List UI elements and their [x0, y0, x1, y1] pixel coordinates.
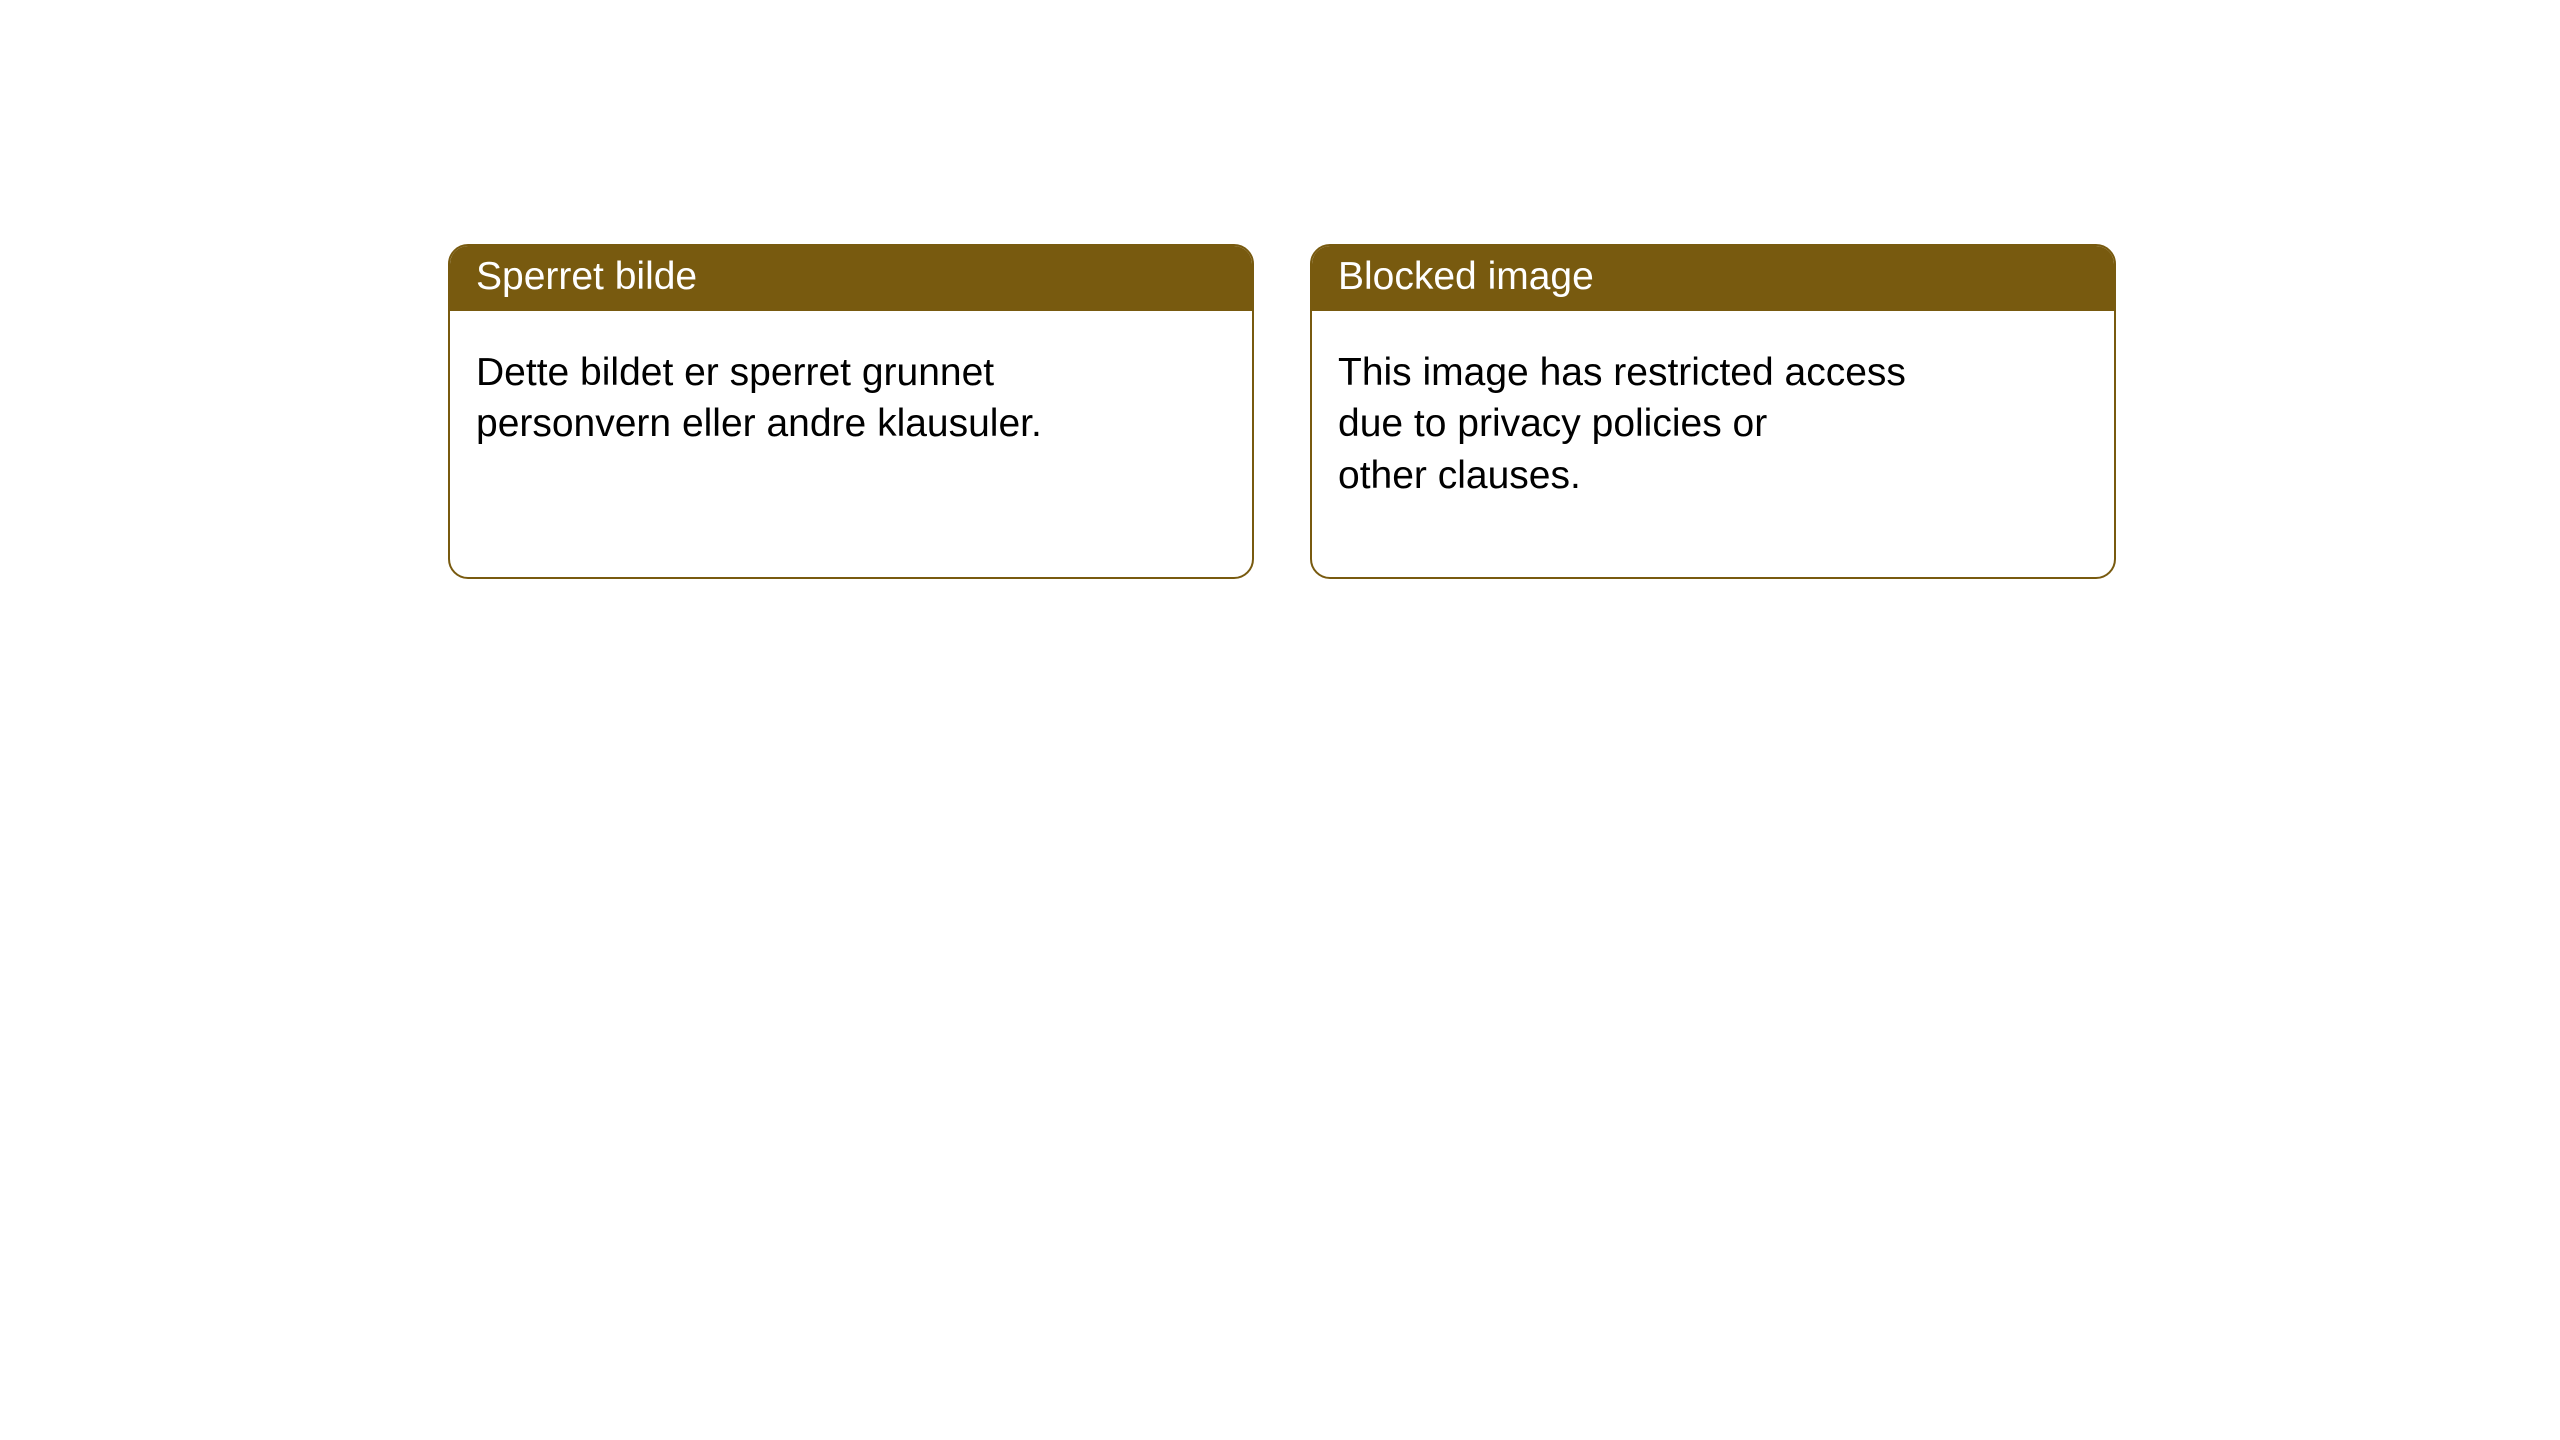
notice-container: Sperret bilde Dette bildet er sperret gr…: [0, 0, 2560, 579]
notice-body: Dette bildet er sperret grunnet personve…: [450, 311, 1252, 486]
notice-card-norwegian: Sperret bilde Dette bildet er sperret gr…: [448, 244, 1254, 579]
notice-title: Blocked image: [1312, 246, 2114, 311]
notice-title: Sperret bilde: [450, 246, 1252, 311]
notice-card-english: Blocked image This image has restricted …: [1310, 244, 2116, 579]
notice-body: This image has restricted access due to …: [1312, 311, 2114, 537]
